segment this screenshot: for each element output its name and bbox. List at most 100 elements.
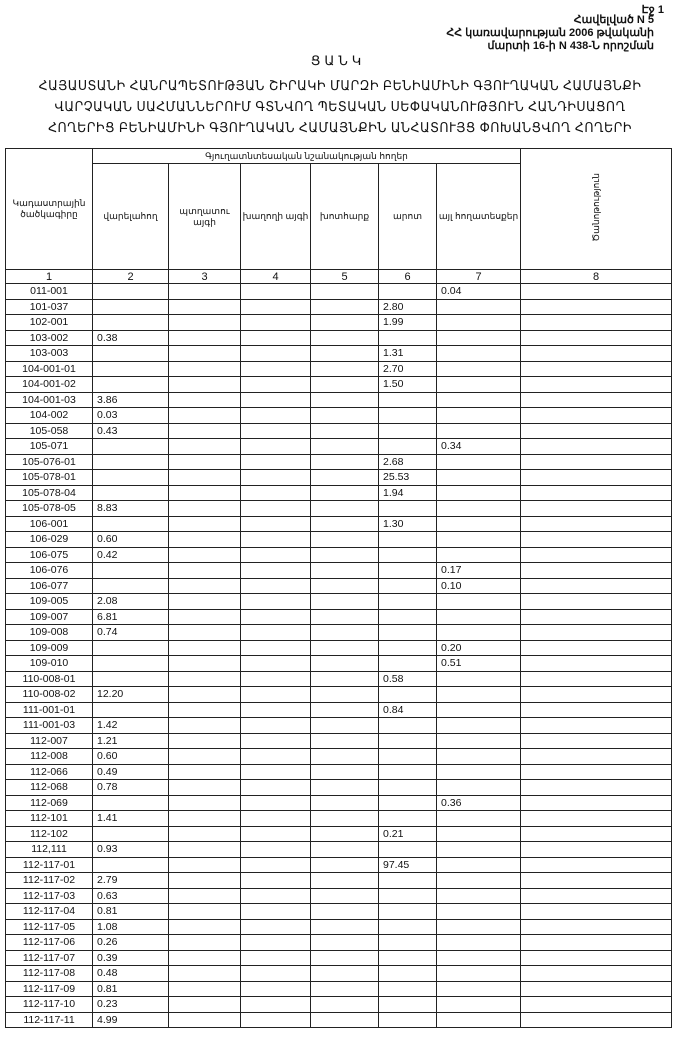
area-cell [240, 655, 311, 672]
area-cell [378, 996, 437, 1013]
area-cell [310, 996, 379, 1013]
area-cell [436, 779, 521, 796]
area-cell [240, 298, 311, 315]
table-row: 109-007 6.81 [5, 608, 672, 625]
area-cell [92, 856, 169, 873]
area-cell [310, 376, 379, 393]
area-cell [310, 980, 379, 997]
area-cell [310, 298, 379, 315]
area-cell [92, 562, 169, 579]
header-note-text: Ծանոթություն [590, 173, 601, 242]
note-cell [520, 903, 672, 920]
area-cell [240, 484, 311, 501]
area-cell: 0.51 [436, 655, 521, 672]
area-cell [240, 887, 311, 904]
area-cell [240, 531, 311, 548]
header-group: Գյուղատնտեսական նշանակության հողեր [92, 148, 521, 164]
area-cell [240, 593, 311, 610]
cadastral-code: 112-117-04 [5, 903, 93, 920]
area-cell [436, 686, 521, 703]
area-cell [310, 949, 379, 966]
cadastral-code: 109-005 [5, 593, 93, 610]
cadastral-code: 105-076-01 [5, 453, 93, 470]
area-cell [240, 686, 311, 703]
area-cell [168, 624, 241, 641]
area-cell: 0.39 [92, 949, 169, 966]
table-row: 106-075 0.42 [5, 546, 672, 563]
area-cell [310, 515, 379, 532]
area-cell [240, 407, 311, 424]
area-cell [240, 732, 311, 749]
note-cell [520, 732, 672, 749]
area-cell [240, 965, 311, 982]
area-cell: 1.99 [378, 314, 437, 331]
note-cell [520, 283, 672, 300]
area-cell [378, 732, 437, 749]
area-cell [436, 748, 521, 765]
area-cell [168, 608, 241, 625]
area-cell [168, 670, 241, 687]
cadastral-code: 105-071 [5, 438, 93, 455]
note-cell [520, 717, 672, 734]
area-cell: 0.03 [92, 407, 169, 424]
area-cell [168, 1011, 241, 1028]
note-cell [520, 670, 672, 687]
area-cell [310, 1011, 379, 1028]
area-cell [378, 918, 437, 935]
area-cell [436, 934, 521, 951]
area-cell [436, 996, 521, 1013]
area-cell [240, 903, 311, 920]
area-cell [92, 670, 169, 687]
area-cell [378, 903, 437, 920]
land-table: Կադաստրային ծածկագիրը Գյուղատնտեսական նշ… [5, 148, 672, 1028]
area-cell [240, 515, 311, 532]
area-cell [168, 345, 241, 362]
area-cell [240, 934, 311, 951]
area-cell [168, 872, 241, 889]
area-cell [310, 422, 379, 439]
annex-line: մարտի 16-ի N 438-Ն որոշման [487, 40, 654, 52]
area-cell [168, 856, 241, 873]
cadastral-code: 106-077 [5, 577, 93, 594]
cadastral-code: 110-008-01 [5, 670, 93, 687]
cadastral-code: 104-002 [5, 407, 93, 424]
area-cell [436, 980, 521, 997]
table-row: 112-007 1.21 [5, 732, 672, 749]
area-cell [92, 438, 169, 455]
note-cell [520, 980, 672, 997]
cadastral-code: 112-068 [5, 779, 93, 796]
area-cell [310, 531, 379, 548]
area-cell [168, 298, 241, 315]
area-cell [240, 376, 311, 393]
table-row: 106-029 0.60 [5, 531, 672, 548]
area-cell [310, 608, 379, 625]
area-cell [168, 934, 241, 951]
note-cell [520, 376, 672, 393]
table-row: 109-009 0.20 [5, 639, 672, 656]
area-cell [378, 624, 437, 641]
area-cell [240, 856, 311, 873]
column-number: 7 [436, 269, 521, 284]
area-cell [168, 562, 241, 579]
area-cell [240, 717, 311, 734]
area-cell: 0.74 [92, 624, 169, 641]
cadastral-code: 112-007 [5, 732, 93, 749]
note-cell [520, 965, 672, 982]
area-cell [378, 872, 437, 889]
area-cell: 0.81 [92, 903, 169, 920]
table-row: 106-001 1.30 [5, 515, 672, 532]
cadastral-code: 112-117-02 [5, 872, 93, 889]
area-cell [436, 670, 521, 687]
area-cell [310, 748, 379, 765]
cadastral-code: 104-001-03 [5, 391, 93, 408]
table-row: 106-077 0.10 [5, 577, 672, 594]
area-cell [240, 329, 311, 346]
area-cell: 2.08 [92, 593, 169, 610]
area-cell [378, 841, 437, 858]
area-cell [168, 500, 241, 517]
area-cell [436, 314, 521, 331]
area-cell [240, 639, 311, 656]
area-cell [240, 438, 311, 455]
cadastral-code: 106-001 [5, 515, 93, 532]
area-cell [92, 360, 169, 377]
